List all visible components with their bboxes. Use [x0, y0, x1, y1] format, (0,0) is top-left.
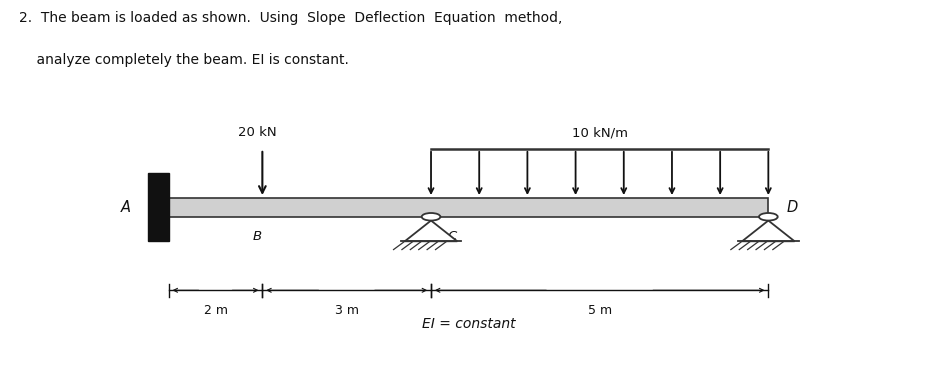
Circle shape [421, 213, 440, 221]
Text: EI = constant: EI = constant [421, 317, 515, 331]
Text: B: B [253, 230, 262, 243]
Text: analyze completely the beam. EI is constant.: analyze completely the beam. EI is const… [19, 53, 348, 67]
Bar [148, 173, 168, 241]
Text: 2 m: 2 m [203, 304, 227, 317]
Text: 2.  The beam is loaded as shown.  Using  Slope  Deflection  Equation  method,: 2. The beam is loaded as shown. Using Sl… [19, 11, 562, 25]
Polygon shape [741, 221, 794, 241]
Text: 10 kN/m: 10 kN/m [571, 127, 627, 139]
Polygon shape [404, 221, 457, 241]
Text: 3 m: 3 m [334, 304, 358, 317]
Text: 20 kN: 20 kN [238, 127, 277, 139]
Bar [168, 198, 768, 217]
Circle shape [758, 213, 777, 221]
Text: D: D [786, 200, 797, 215]
Text: A: A [121, 200, 131, 215]
Text: C: C [446, 230, 456, 243]
Text: 5 m: 5 m [587, 304, 611, 317]
